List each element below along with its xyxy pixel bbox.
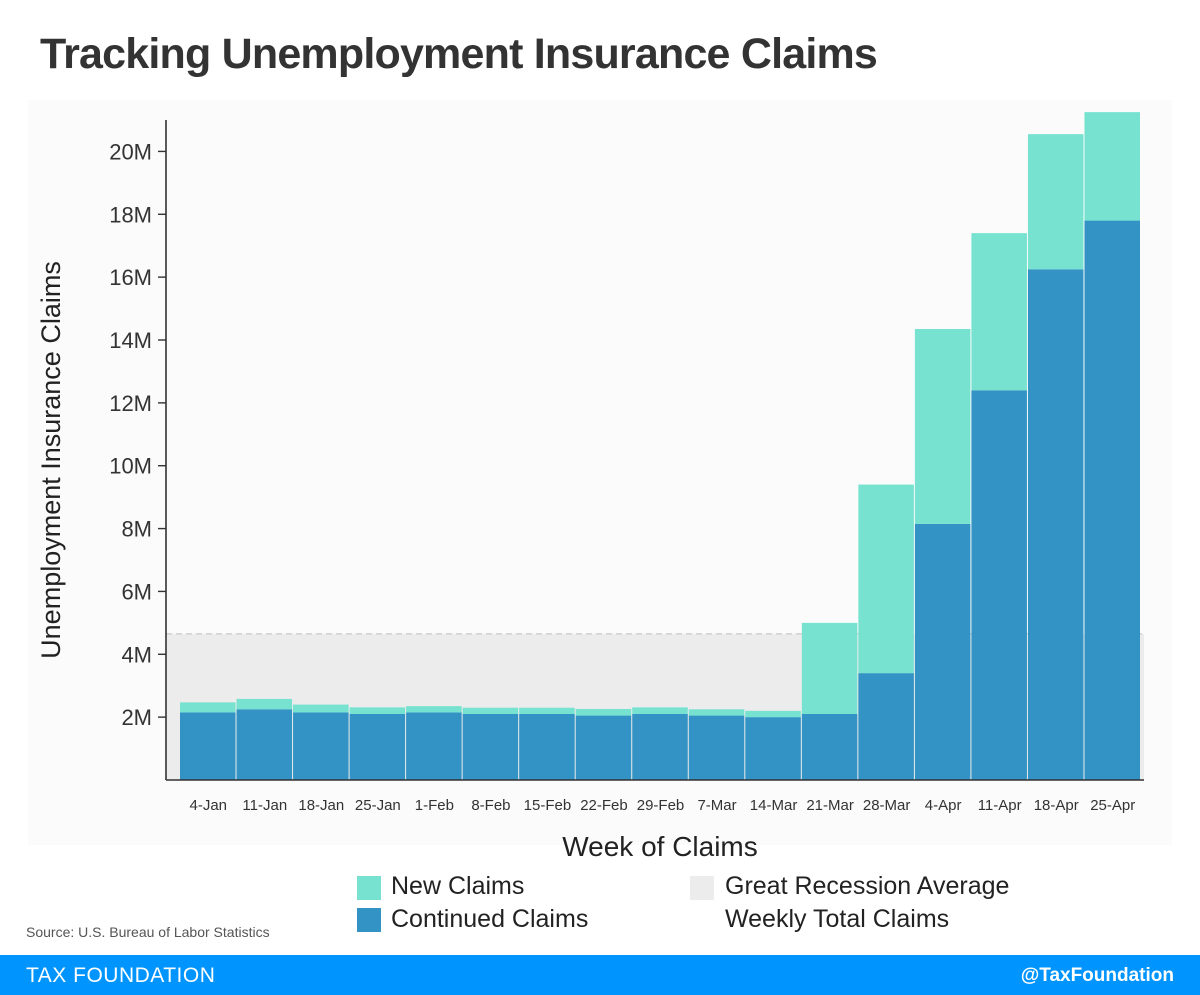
x-tick-label: 7-Mar	[697, 797, 736, 814]
bar-new-22-Feb	[575, 708, 632, 716]
bar-continued-29-Feb	[632, 714, 688, 780]
x-tick-label: 22-Feb	[580, 797, 628, 814]
legend-label-recession-1: Great Recession Average	[725, 872, 1010, 900]
bar-new-18-Jan	[293, 704, 349, 713]
bar-continued-15-Feb	[519, 714, 575, 780]
legend-swatch-continued	[357, 908, 381, 932]
y-tick-label: 6M	[121, 579, 152, 604]
x-tick-label: 14-Mar	[750, 797, 798, 814]
bar-continued-18-Apr	[1027, 269, 1084, 780]
x-tick-label: 28-Mar	[863, 797, 911, 814]
footer-handle: @TaxFoundation	[1020, 965, 1174, 986]
x-tick-label: 21-Mar	[806, 797, 854, 814]
legend-label-recession-2: Weekly Total Claims	[725, 905, 950, 933]
bar-new-21-Mar	[801, 622, 858, 714]
bar-new-4-Jan	[180, 702, 236, 713]
y-tick-label: 4M	[121, 642, 152, 667]
y-tick-label: 8M	[121, 517, 152, 542]
y-tick-label: 2M	[121, 705, 152, 730]
bar-chart: 4-Jan 11-Jan 18-Jan 25-Jan 1-Feb 8-Feb 15-Feb 2…	[28, 100, 1172, 862]
x-tick-label: 25-Jan	[355, 797, 401, 814]
bar-new-1-Feb	[406, 706, 462, 713]
bar-new-11-Jan	[236, 698, 293, 710]
bar-new-4-Apr	[914, 329, 971, 524]
bar-new-18-Apr	[1027, 134, 1084, 270]
y-tick-label: 12M	[109, 391, 152, 416]
x-tick-label: 4-Jan	[189, 797, 227, 814]
x-axis-label: Week of Claims	[562, 831, 758, 862]
bar-continued-14-Mar	[745, 717, 801, 780]
bar-continued-11-Apr	[971, 390, 1027, 780]
bar-new-11-Apr	[971, 233, 1027, 391]
source-note: Source: U.S. Bureau of Labor Statistics	[26, 924, 270, 940]
footer-brand: TAX FOUNDATION	[26, 964, 216, 987]
bar-continued-22-Feb	[575, 715, 632, 780]
y-tick-label: 16M	[109, 265, 152, 290]
bar-continued-18-Jan	[293, 712, 349, 780]
legend-label-continued: Continued Claims	[391, 905, 589, 933]
bar-continued-4-Apr	[914, 523, 971, 780]
y-tick-label: 14M	[109, 328, 152, 353]
bar-continued-25-Apr	[1084, 220, 1140, 781]
x-tick-label: 29-Feb	[637, 797, 685, 814]
x-tick-label: 8-Feb	[471, 797, 510, 814]
bar-new-25-Apr	[1084, 112, 1140, 221]
footer-bar: TAX FOUNDATION @TaxFoundation	[0, 955, 1200, 995]
x-tick-label: 11-Jan	[242, 797, 287, 814]
bar-continued-7-Mar	[688, 715, 745, 780]
x-tick-label: 1-Feb	[415, 797, 454, 814]
bar-continued-1-Feb	[406, 712, 462, 780]
y-tick-label: 10M	[109, 454, 152, 479]
y-tick-label: 18M	[109, 202, 152, 227]
x-tick-label: 18-Jan	[298, 797, 344, 814]
bar-new-15-Feb	[519, 707, 575, 714]
bar-new-25-Jan	[349, 707, 406, 714]
bar-new-7-Mar	[688, 709, 745, 716]
legend-label-new: New Claims	[391, 872, 525, 900]
x-tick-label: 11-Apr	[978, 797, 1022, 814]
bar-continued-25-Jan	[349, 714, 406, 780]
bar-continued-21-Mar	[801, 714, 858, 780]
bar-new-28-Mar	[858, 484, 914, 674]
chart-area: 4-Jan 11-Jan 18-Jan 25-Jan 1-Feb 8-Feb 15-Feb 2…	[28, 100, 1172, 945]
chart-title: Tracking Unemployment Insurance Claims	[40, 30, 878, 78]
bar-continued-8-Feb	[462, 714, 519, 780]
bar-new-8-Feb	[462, 707, 519, 714]
bar-new-14-Mar	[745, 710, 801, 718]
legend-swatch-new	[357, 876, 381, 900]
x-tick-label: 18-Apr	[1034, 797, 1079, 814]
y-axis-label: Unemployment Insurance Claims	[36, 261, 66, 659]
x-tick-label: 4-Apr	[925, 797, 962, 814]
bar-continued-11-Jan	[236, 709, 293, 780]
y-tick-label: 20M	[109, 139, 152, 164]
bar-continued-4-Jan	[180, 712, 236, 780]
bar-new-29-Feb	[632, 707, 688, 714]
legend-swatch-recession	[690, 876, 714, 900]
x-tick-label: 15-Feb	[524, 797, 572, 814]
bar-continued-28-Mar	[858, 673, 914, 780]
x-tick-label: 25-Apr	[1090, 797, 1135, 814]
